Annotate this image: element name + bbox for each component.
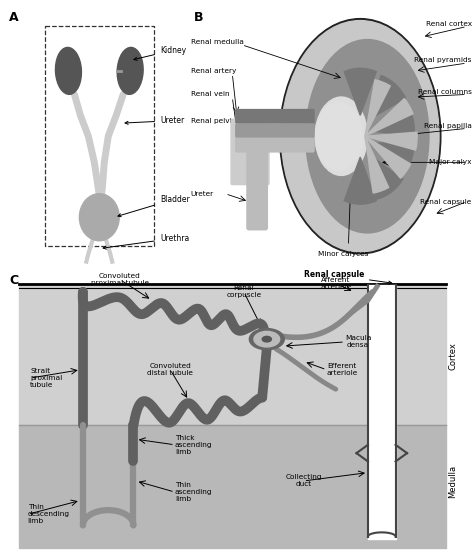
Ellipse shape (280, 19, 441, 254)
Text: Collecting
duct: Collecting duct (285, 474, 322, 488)
Ellipse shape (315, 97, 367, 176)
FancyBboxPatch shape (247, 142, 267, 230)
Wedge shape (365, 98, 413, 136)
Text: Renal columns: Renal columns (418, 89, 472, 95)
Ellipse shape (306, 39, 429, 233)
Text: Renal medulla: Renal medulla (191, 39, 244, 45)
Ellipse shape (282, 21, 439, 252)
Text: Renal artery: Renal artery (191, 68, 236, 74)
Text: Afferent
arteriole: Afferent arteriole (320, 277, 351, 290)
Wedge shape (365, 136, 410, 178)
Text: Renal papilla: Renal papilla (424, 123, 472, 129)
Text: Convoluted
proximal tubule: Convoluted proximal tubule (91, 273, 149, 286)
Text: Minor calyces: Minor calyces (319, 251, 369, 257)
Wedge shape (371, 142, 414, 175)
FancyBboxPatch shape (236, 110, 314, 123)
Wedge shape (344, 68, 376, 115)
Circle shape (249, 329, 284, 350)
Text: Renal
corpuscle: Renal corpuscle (226, 285, 261, 299)
Text: Bladder: Bladder (118, 195, 190, 217)
Text: B: B (194, 11, 204, 24)
Ellipse shape (55, 47, 82, 95)
Text: Ureter: Ureter (191, 191, 214, 197)
Wedge shape (365, 80, 390, 136)
Text: Renal pelvis: Renal pelvis (191, 117, 235, 123)
Text: Macula
densa: Macula densa (345, 335, 371, 349)
Wedge shape (344, 157, 376, 204)
Text: Convoluted
distal tubule: Convoluted distal tubule (147, 363, 193, 376)
Ellipse shape (79, 193, 119, 241)
Text: Strait
proximal
tubule: Strait proximal tubule (30, 368, 62, 388)
Text: Major calyx: Major calyx (429, 160, 472, 165)
Ellipse shape (117, 47, 143, 95)
FancyBboxPatch shape (236, 138, 314, 152)
Text: Renal cortex: Renal cortex (426, 21, 472, 27)
Wedge shape (365, 136, 389, 193)
Text: A: A (9, 11, 18, 24)
Text: Renal capsule: Renal capsule (420, 198, 472, 205)
Wedge shape (368, 76, 406, 120)
Text: C: C (9, 274, 18, 287)
Text: Medulla: Medulla (448, 464, 457, 498)
Text: Renal vein: Renal vein (191, 91, 229, 97)
Circle shape (262, 336, 272, 342)
Circle shape (254, 331, 280, 347)
Wedge shape (372, 102, 414, 137)
Bar (18, 425, 446, 548)
Text: Renal capsule: Renal capsule (304, 270, 392, 284)
FancyBboxPatch shape (236, 124, 314, 137)
Bar (18, 284, 446, 425)
Text: Efferent
arteriole: Efferent arteriole (327, 363, 358, 376)
Text: Renal pyramids: Renal pyramids (414, 57, 472, 63)
Text: Cortex: Cortex (448, 342, 457, 370)
Text: Thin
descending
limb: Thin descending limb (27, 504, 70, 524)
Wedge shape (367, 153, 403, 199)
Text: Thin
ascending
limb: Thin ascending limb (175, 482, 212, 502)
Wedge shape (365, 132, 417, 150)
Text: Urethra: Urethra (103, 234, 189, 249)
FancyBboxPatch shape (231, 119, 269, 185)
Text: Ureter: Ureter (125, 116, 184, 125)
Ellipse shape (315, 102, 363, 170)
Text: Thick
ascending
limb: Thick ascending limb (175, 435, 212, 455)
Text: Kidney: Kidney (134, 46, 186, 60)
